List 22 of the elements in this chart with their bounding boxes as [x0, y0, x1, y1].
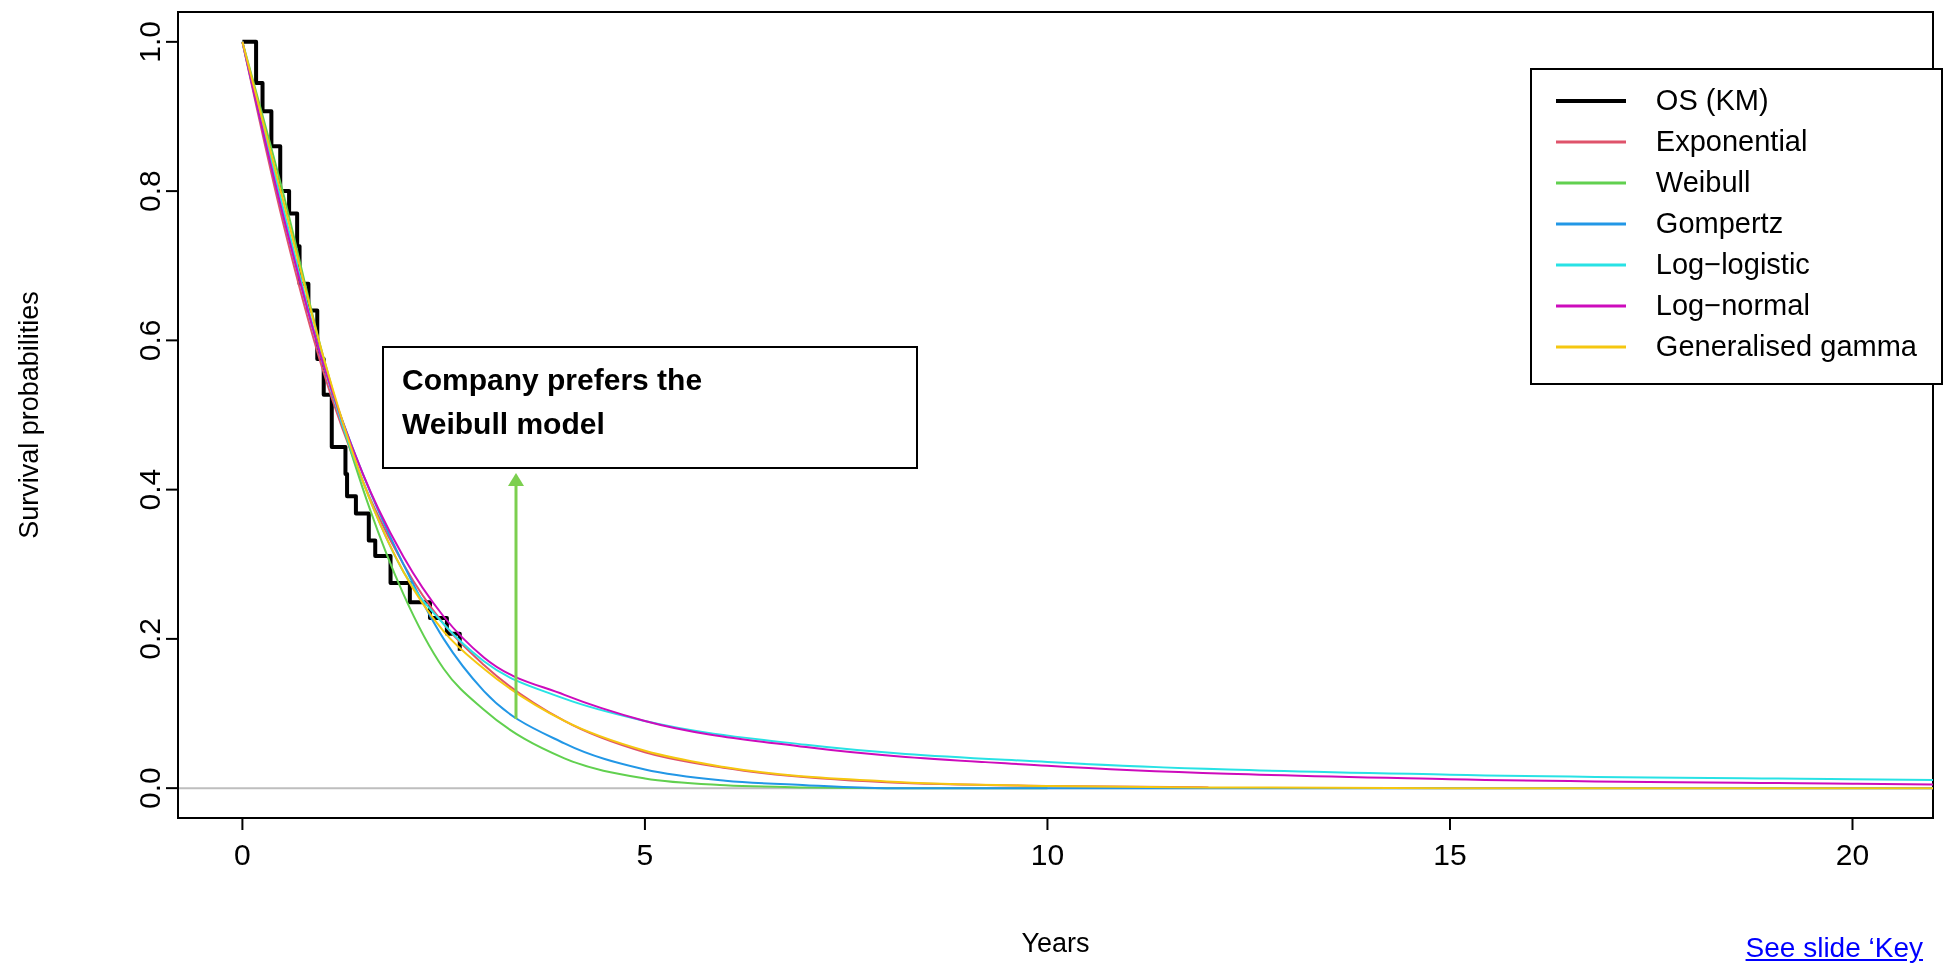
x-tick-label: 20: [1835, 838, 1870, 872]
legend-label: Gompertz: [1655, 207, 1784, 240]
x-tick-label: 15: [1433, 838, 1467, 872]
y-tick-label: 1.0: [133, 20, 166, 63]
x-tick-label: 10: [1030, 838, 1065, 872]
x-tick-label: 0: [234, 838, 251, 872]
x-tick-label: 5: [636, 838, 654, 872]
annotation: Company prefers the Weibull model: [402, 362, 704, 442]
y-tick-label: 0.2: [133, 618, 166, 660]
legend-label: OS (KM): [1655, 84, 1769, 117]
y-tick-label: 0.4: [133, 468, 166, 511]
legend-label: Generalised gamma: [1655, 330, 1917, 363]
legend-label: Weibull: [1655, 166, 1751, 199]
legend-label: Exponential: [1655, 125, 1808, 158]
legend-label: Log−logistic: [1655, 248, 1810, 281]
legend-label: Log−normal: [1655, 289, 1810, 322]
x-axis-title: Years: [1021, 928, 1090, 958]
y-tick-label: 0.6: [133, 319, 166, 362]
y-tick-label: 0.8: [133, 170, 166, 212]
text: See slide ‘Key: [1745, 932, 1923, 964]
y-tick-label: 0.0: [133, 767, 166, 810]
y-axis-title: Survival probabilities: [13, 291, 44, 539]
